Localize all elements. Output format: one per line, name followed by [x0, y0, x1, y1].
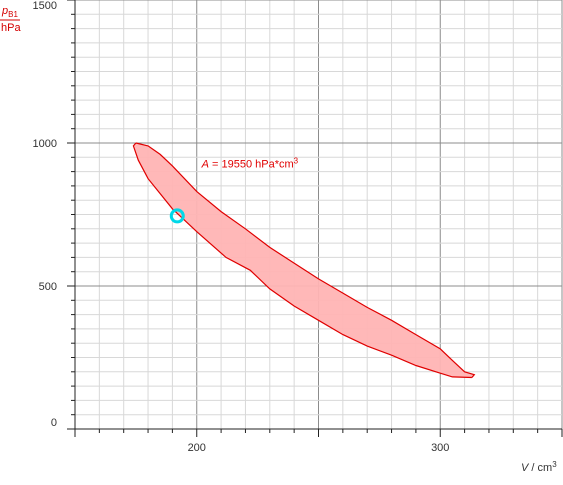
x-tick-label: 200	[188, 442, 206, 454]
cursor-marker[interactable]	[169, 208, 185, 224]
y-tick-label: 1000	[33, 138, 57, 150]
x-axis-unit-exponent: 3	[552, 460, 557, 469]
area-annotation-exponent: 3	[294, 156, 299, 165]
y-tick-label: 500	[39, 281, 57, 293]
x-tick-label: 300	[431, 442, 449, 454]
pv-cycle	[132, 142, 476, 379]
x-axis-symbol: V	[521, 462, 530, 474]
area-annotation: A = 19550 hPa*cm3	[201, 156, 299, 170]
series-lower-branch	[132, 142, 472, 379]
area-annotation-text: = 19550 hPa*cm	[209, 158, 294, 170]
y-tick-label: 1500	[33, 0, 57, 12]
x-axis-label: V / cm3	[521, 460, 557, 474]
series-upper-branch	[135, 142, 476, 378]
y-axis-symbol: p	[1, 5, 8, 17]
x-axis-unit: / cm	[528, 462, 552, 474]
axes	[67, 0, 563, 437]
area-annotation-symbol: A	[201, 158, 209, 170]
y-tick-label: 0	[51, 417, 57, 429]
y-axis-subscript: B1	[8, 10, 18, 19]
y-axis-label: pB1	[1, 5, 18, 19]
cycle-fill	[133, 143, 475, 378]
grid	[74, 0, 563, 430]
tick-labels: 200 300 0 500 1000 1500	[33, 0, 450, 454]
y-axis-unit: hPa	[1, 22, 21, 34]
